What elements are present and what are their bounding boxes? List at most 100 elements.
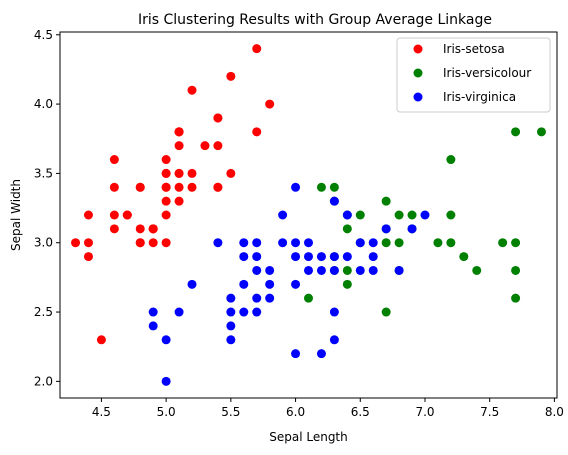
iris-setosa-point [84,238,93,247]
iris-versicolour-point [395,238,404,247]
iris-virginica-point [252,252,261,261]
iris-versicolour-point [446,211,455,220]
iris-setosa-point [188,183,197,192]
iris-setosa-point [162,238,171,247]
iris-setosa-point [110,211,119,220]
iris-setosa-point [149,224,158,233]
iris-setosa-point [97,335,106,344]
iris-virginica-point [304,252,313,261]
legend: Iris-setosa Iris-versicolour Iris-virginic… [397,38,550,112]
iris-virginica-point [239,238,248,247]
iris-setosa-point [84,252,93,261]
iris-virginica-point [304,238,313,247]
iris-setosa-point [265,100,274,109]
iris-virginica-point [226,308,235,317]
iris-virginica-point [291,252,300,261]
y-tick-label: 4.5 [34,28,53,42]
iris-versicolour-point [511,294,520,303]
iris-versicolour-point [330,183,339,192]
iris-setosa-point [136,238,145,247]
iris-virginica-point [239,308,248,317]
iris-setosa-point [175,183,184,192]
iris-setosa-point [162,211,171,220]
legend-label-iris-setosa: Iris-setosa [443,42,505,56]
iris-versicolour-point [356,211,365,220]
iris-virginica-point [420,211,429,220]
iris-versicolour-point [343,266,352,275]
x-axis: 4.5 5.0 5.5 6.0 6.5 7.0 7.5 8.0 [92,398,564,419]
iris-versicolour-point [317,183,326,192]
iris-virginica-point [149,321,158,330]
iris-virginica-point [226,335,235,344]
legend-label-iris-virginica: Iris-virginica [443,90,516,104]
iris-virginica-point [226,294,235,303]
iris-setosa-point [213,183,222,192]
iris-setosa-point [252,44,261,53]
iris-virginica-point [265,294,274,303]
iris-setosa-point [162,155,171,164]
iris-virginica-point [317,349,326,358]
iris-versicolour-point [408,211,417,220]
iris-virginica-point [226,321,235,330]
iris-virginica-point [304,266,313,275]
y-tick-label: 3.5 [34,166,53,180]
iris-virginica-point [356,266,365,275]
iris-setosa-point [136,183,145,192]
iris-setosa-point [149,238,158,247]
iris-virginica-point [278,238,287,247]
iris-setosa-point [175,127,184,136]
iris-versicolour-point [395,211,404,220]
iris-virginica-point [162,377,171,386]
iris-virginica-point [213,238,222,247]
x-tick-label: 6.0 [286,405,305,419]
iris-versicolour-point [446,238,455,247]
iris-setosa-point [213,113,222,122]
iris-virginica-point [252,308,261,317]
iris-setosa-point [162,183,171,192]
iris-setosa-point [84,211,93,220]
iris-virginica-point [369,252,378,261]
iris-virginica-point [369,266,378,275]
iris-virginica-point [149,308,158,317]
iris-virginica-point [291,238,300,247]
iris-setosa-point [162,197,171,206]
iris-virginica-point [291,280,300,289]
iris-virginica-point [291,349,300,358]
iris-versicolour-point [343,280,352,289]
iris-versicolour-point [343,224,352,233]
iris-virginica-point [239,280,248,289]
iris-setosa-point [213,141,222,150]
iris-versicolour-point [382,197,391,206]
iris-virginica-point [395,266,404,275]
x-axis-label: Sepal Length [269,430,348,444]
iris-virginica-point [343,252,352,261]
iris-virginica-point [330,308,339,317]
iris-virginica-point [408,224,417,233]
iris-virginica-point [265,280,274,289]
iris-setosa-point [110,155,119,164]
iris-versicolour-point [304,294,313,303]
x-tick-label: 5.5 [221,405,240,419]
y-axis: 2.02.53.03.54.04.5 [34,28,60,389]
iris-virginica-point [356,238,365,247]
iris-versicolour-point [511,127,520,136]
iris-versicolour-point [511,266,520,275]
iris-virginica-point [239,252,248,261]
iris-virginica-point [175,308,184,317]
iris-virginica-point [330,197,339,206]
y-tick-label: 4.0 [34,97,53,111]
iris-versicolour-point [459,252,468,261]
iris-virginica-point [162,335,171,344]
iris-setosa-point [188,86,197,95]
iris-setosa-point [71,238,80,247]
iris-versicolour-point [511,238,520,247]
iris-setosa-point [110,224,119,233]
iris-virginica-point [343,211,352,220]
iris-versicolour-point [472,266,481,275]
iris-setosa-point [226,169,235,178]
iris-virginica-point [252,266,261,275]
iris-virginica-point [382,224,391,233]
iris-virginica-point [369,238,378,247]
legend-label-iris-versicolour: Iris-versicolour [443,66,531,80]
